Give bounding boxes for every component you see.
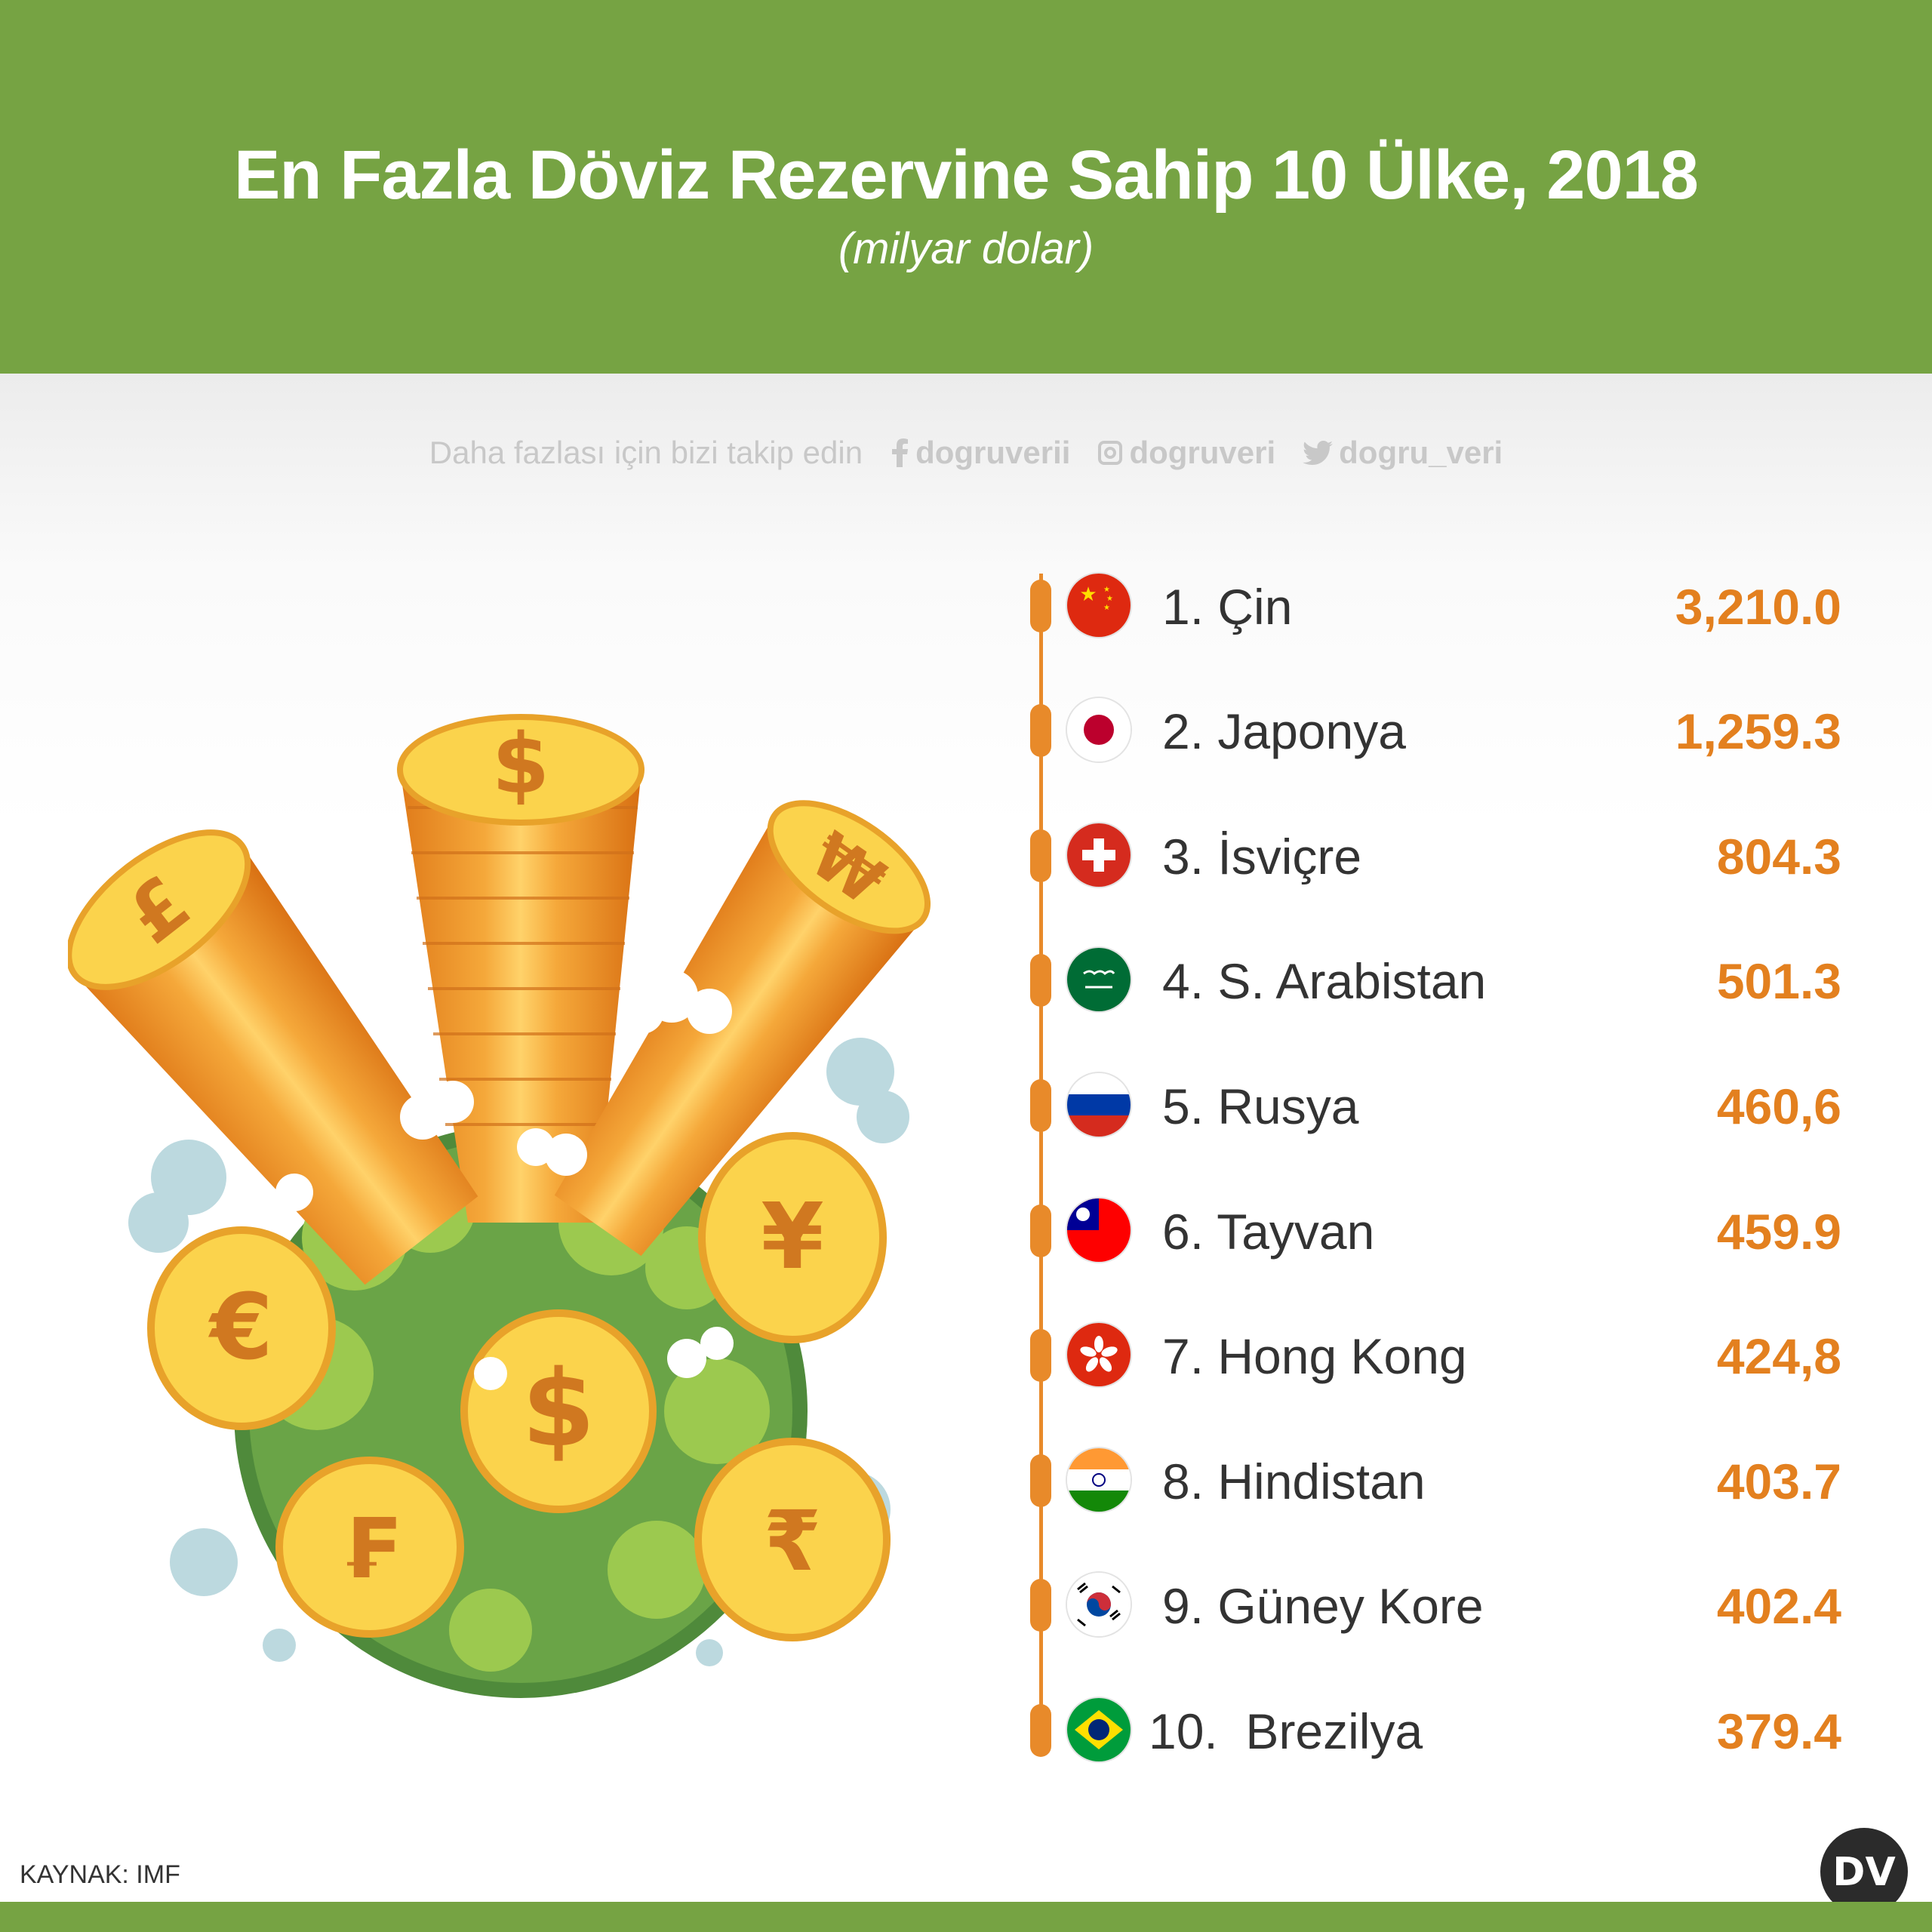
- taiwan-flag-icon: [1067, 1198, 1131, 1262]
- russia-flag-icon: [1067, 1073, 1131, 1137]
- list-item: 10. Brezilya 379.4: [1011, 1690, 1841, 1766]
- coin-dollar-front: $: [460, 1309, 657, 1513]
- country-label: 7. Hong Kong: [1162, 1328, 1467, 1384]
- coin-yen: ¥: [698, 1132, 887, 1343]
- social-facebook-link[interactable]: dogruverii: [890, 435, 1070, 471]
- svg-text:★: ★: [1103, 586, 1110, 594]
- timeline-marker: [1030, 1329, 1051, 1382]
- instagram-handle: dogruveri: [1129, 435, 1276, 470]
- country-label: 2. Japonya: [1162, 703, 1406, 759]
- coin-tower-right: ₩: [554, 800, 931, 1257]
- timeline-marker: [1030, 954, 1051, 1007]
- header-band: En Fazla Döviz Rezervine Sahip 10 Ülke, …: [0, 0, 1932, 374]
- coin-tower-left: £: [68, 829, 478, 1285]
- list-item: 5. Rusya 460,6: [1011, 1066, 1841, 1141]
- country-label: 1. Çin: [1162, 579, 1293, 635]
- page-title: En Fazla Döviz Rezervine Sahip 10 Ülke, …: [234, 137, 1699, 214]
- brazil-flag-icon: [1067, 1698, 1131, 1761]
- country-label: 9. Güney Kore: [1162, 1578, 1484, 1634]
- timeline-line: [1039, 574, 1043, 1751]
- social-lead-text: Daha fazlası için bizi takip edin: [429, 435, 863, 470]
- country-value: 804.3: [1716, 829, 1841, 884]
- coin-franc: ₣: [275, 1457, 464, 1638]
- list-item: 7. Hong Kong 424,8: [1011, 1315, 1841, 1391]
- timeline-marker: [1030, 1454, 1051, 1507]
- timeline-marker: [1030, 1079, 1051, 1132]
- timeline-marker: [1030, 1704, 1051, 1757]
- country-value: 460,6: [1716, 1078, 1841, 1134]
- svg-text:★: ★: [1103, 604, 1110, 612]
- country-value: 501.3: [1716, 953, 1841, 1009]
- svg-text:$: $: [492, 715, 550, 812]
- coin-towers-illustration: $ £ ₩ € ¥ $ ₣ ₹: [68, 714, 931, 1698]
- svg-text:₹: ₹: [764, 1493, 822, 1589]
- country-value: 459.9: [1716, 1204, 1841, 1260]
- dv-logo-icon: DV: [1820, 1828, 1908, 1915]
- svg-text:€: €: [208, 1275, 273, 1380]
- list-item: ★ ★ ★ ★ 1. Çin 3,210.0: [1011, 566, 1841, 641]
- social-bar: Daha fazlası için bizi takip edin dogruv…: [0, 430, 1932, 475]
- country-label: 4. S. Arabistan: [1162, 953, 1487, 1009]
- list-item: 8. Hindistan 403.7: [1011, 1441, 1841, 1516]
- coin-euro: €: [147, 1226, 336, 1430]
- clouds: [275, 970, 734, 1390]
- list-item: 9. Güney Kore 402.4: [1011, 1565, 1841, 1641]
- social-instagram-link[interactable]: dogruveri: [1097, 435, 1275, 471]
- country-value: 403.7: [1716, 1454, 1841, 1509]
- india-flag-icon: [1067, 1448, 1131, 1512]
- country-label: 5. Rusya: [1162, 1078, 1359, 1134]
- country-value: 402.4: [1716, 1578, 1841, 1634]
- country-label: 3. İsviçre: [1162, 829, 1362, 884]
- saudi-arabia-flag-icon: [1067, 948, 1131, 1011]
- timeline-marker: [1030, 580, 1051, 632]
- list-item: 3. İsviçre 804.3: [1011, 816, 1841, 891]
- china-flag-icon: ★ ★ ★ ★: [1067, 574, 1131, 637]
- timeline-marker: [1030, 1204, 1051, 1257]
- country-label: 10. Brezilya: [1149, 1703, 1423, 1759]
- svg-text:DV: DV: [1832, 1850, 1895, 1895]
- source-note: KAYNAK: IMF: [20, 1860, 180, 1889]
- twitter-icon: [1303, 441, 1334, 465]
- country-value: 3,210.0: [1675, 579, 1841, 635]
- list-item: 4. S. Arabistan 501.3: [1011, 940, 1841, 1016]
- country-label: 6. Tayvan: [1162, 1204, 1375, 1260]
- hong-kong-flag-icon: [1067, 1323, 1131, 1386]
- facebook-handle: dogruverii: [915, 435, 1071, 470]
- japan-flag-icon: [1067, 698, 1131, 761]
- country-value: 1,259.3: [1675, 703, 1841, 759]
- footer-band: [0, 1902, 1932, 1932]
- svg-text:₣: ₣: [341, 1500, 399, 1597]
- ranking-list: ★ ★ ★ ★ 1. Çin 3,210.0 2. Japonya 1,259.3 3…: [1011, 0, 1841, 1811]
- twitter-handle: dogru_veri: [1339, 435, 1503, 470]
- svg-text:★: ★: [1106, 595, 1113, 603]
- coin-rupee: ₹: [694, 1438, 891, 1641]
- svg-text:$: $: [521, 1348, 595, 1471]
- list-item: 2. Japonya 1,259.3: [1011, 691, 1841, 766]
- country-value: 379.4: [1716, 1703, 1841, 1759]
- south-korea-flag-icon: [1067, 1573, 1131, 1636]
- svg-text:★: ★: [1079, 583, 1097, 606]
- country-label: 8. Hindistan: [1162, 1454, 1426, 1509]
- timeline-marker: [1030, 1579, 1051, 1632]
- facebook-icon: [892, 438, 909, 467]
- timeline-marker: [1030, 704, 1051, 757]
- instagram-icon: [1098, 441, 1123, 465]
- page-subtitle: (milyar dolar): [838, 224, 1094, 273]
- switzerland-flag-icon: [1067, 823, 1131, 887]
- svg-text:¥: ¥: [761, 1185, 824, 1290]
- list-item: 6. Tayvan 459.9: [1011, 1191, 1841, 1266]
- timeline-marker: [1030, 829, 1051, 882]
- country-value: 424,8: [1716, 1328, 1841, 1384]
- social-twitter-link[interactable]: dogru_veri: [1303, 435, 1503, 471]
